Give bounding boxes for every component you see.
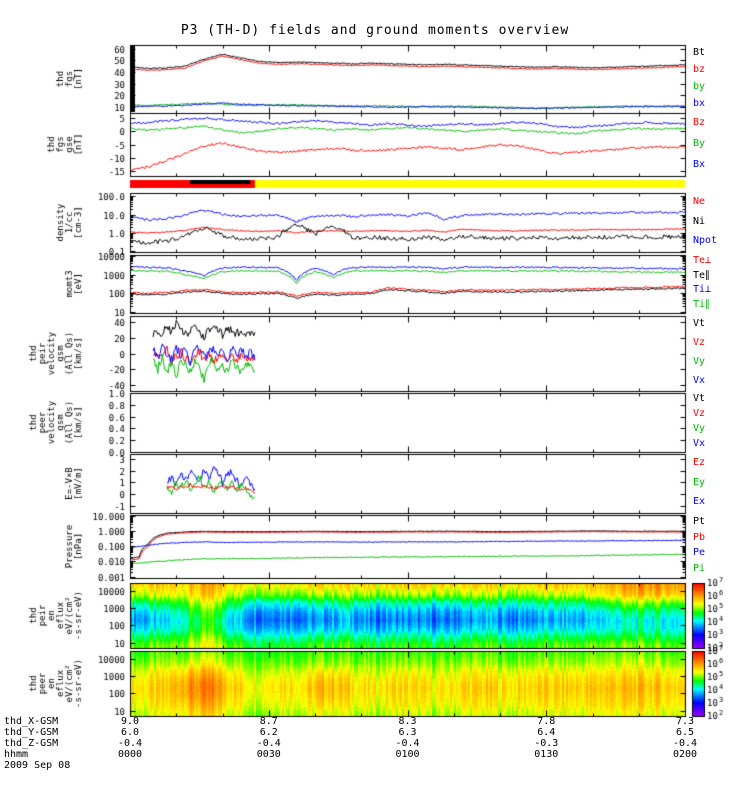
overview-plot-page: P3 (TH-D) fields and ground moments over… xyxy=(0,0,750,800)
plot-canvas xyxy=(0,0,750,800)
